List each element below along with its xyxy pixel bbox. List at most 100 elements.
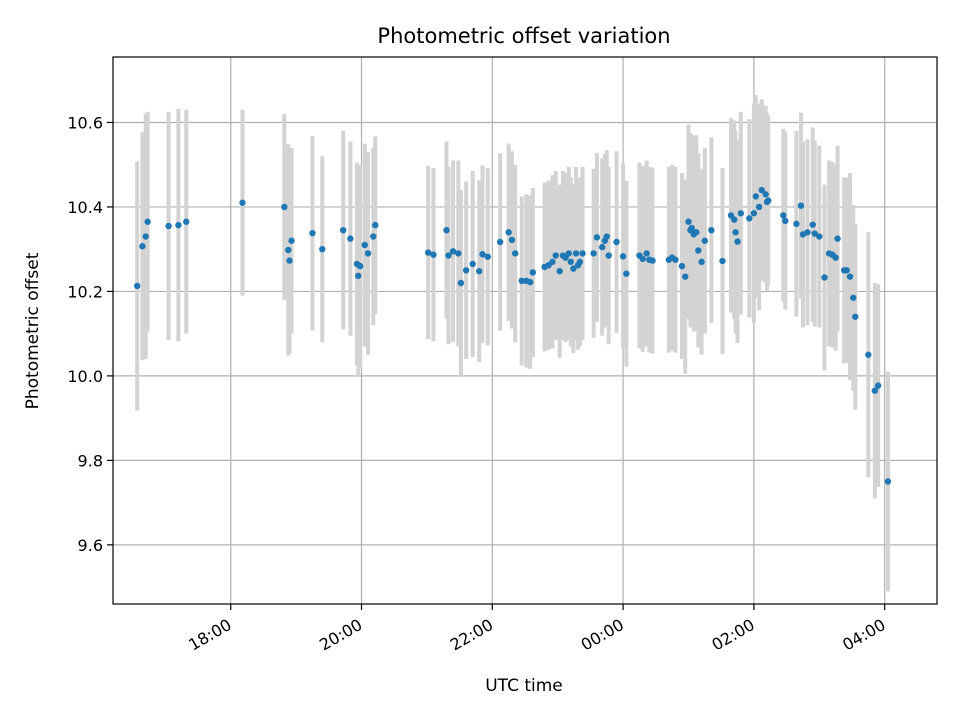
data-point bbox=[370, 233, 377, 240]
data-point bbox=[455, 250, 462, 257]
plot-frame bbox=[112, 56, 938, 605]
data-point bbox=[758, 186, 765, 194]
data-point bbox=[693, 229, 700, 236]
data-point bbox=[565, 250, 573, 257]
y-axis-label: Photometric offset bbox=[23, 252, 43, 409]
data-point bbox=[643, 250, 650, 257]
data-point bbox=[843, 267, 850, 274]
data-point bbox=[708, 226, 715, 234]
data-point bbox=[755, 203, 763, 211]
data-point bbox=[144, 218, 151, 225]
data-point bbox=[183, 218, 190, 225]
data-point bbox=[619, 253, 627, 260]
data-point bbox=[505, 229, 512, 236]
data-point bbox=[852, 313, 859, 320]
data-point bbox=[576, 258, 584, 266]
data-point bbox=[850, 294, 857, 301]
data-point bbox=[476, 267, 483, 275]
data-point bbox=[782, 217, 789, 225]
data-point bbox=[364, 250, 372, 257]
data-point bbox=[752, 193, 760, 200]
y-tick-label: 10.2 bbox=[67, 282, 103, 301]
data-point bbox=[672, 256, 679, 263]
y-tick-label: 10.6 bbox=[67, 113, 103, 132]
data-point bbox=[479, 251, 486, 258]
y-tick-label: 10.0 bbox=[67, 367, 103, 386]
data-point bbox=[603, 233, 610, 240]
data-point bbox=[865, 351, 872, 358]
data-point bbox=[449, 248, 457, 255]
data-point bbox=[804, 229, 811, 236]
data-point bbox=[133, 282, 141, 290]
y-tick-label: 10.4 bbox=[67, 198, 103, 217]
data-point bbox=[590, 250, 597, 257]
data-point bbox=[286, 257, 293, 264]
data-point bbox=[347, 235, 354, 242]
data-point bbox=[443, 226, 450, 234]
data-point bbox=[695, 247, 702, 254]
data-point bbox=[746, 215, 753, 222]
data-point bbox=[579, 250, 586, 257]
data-point bbox=[469, 260, 476, 268]
data-point bbox=[811, 230, 818, 237]
data-point bbox=[698, 258, 705, 266]
data-point bbox=[623, 270, 630, 277]
data-point bbox=[570, 265, 577, 272]
data-point bbox=[462, 267, 470, 274]
data-point bbox=[508, 236, 516, 244]
data-point bbox=[682, 273, 689, 280]
data-point bbox=[688, 224, 695, 232]
data-point bbox=[884, 478, 892, 485]
data-point bbox=[613, 238, 620, 246]
data-point bbox=[175, 221, 182, 229]
data-point bbox=[639, 255, 646, 263]
data-point bbox=[737, 210, 745, 217]
data-point bbox=[552, 252, 559, 259]
y-tick-label: 9.6 bbox=[78, 536, 103, 555]
data-point bbox=[457, 279, 465, 287]
data-point bbox=[701, 237, 709, 244]
data-point bbox=[780, 212, 787, 219]
data-point bbox=[871, 387, 879, 394]
data-point bbox=[496, 238, 504, 246]
data-point bbox=[834, 235, 841, 242]
data-point bbox=[762, 191, 769, 198]
data-point bbox=[572, 250, 580, 257]
data-point bbox=[529, 269, 537, 276]
data-point bbox=[605, 252, 612, 259]
data-point bbox=[809, 221, 816, 228]
data-point bbox=[339, 226, 347, 234]
data-point bbox=[649, 257, 656, 264]
data-point bbox=[372, 221, 379, 229]
data-point bbox=[797, 202, 805, 209]
x-axis-label: UTC time bbox=[485, 676, 563, 696]
data-point bbox=[732, 229, 739, 236]
chart-title: Photometric offset variation bbox=[377, 24, 670, 48]
data-point bbox=[281, 203, 288, 211]
data-point bbox=[430, 251, 437, 258]
data-point bbox=[511, 250, 519, 257]
data-point bbox=[816, 233, 823, 240]
data-point bbox=[319, 245, 326, 253]
data-point bbox=[821, 274, 828, 281]
data-point bbox=[685, 218, 692, 225]
data-point bbox=[793, 220, 800, 228]
data-point bbox=[361, 241, 368, 249]
data-point bbox=[527, 278, 534, 286]
data-point bbox=[678, 262, 686, 270]
data-point bbox=[734, 238, 741, 245]
data-point bbox=[288, 237, 295, 244]
y-tick-label: 9.8 bbox=[78, 451, 103, 470]
data-point bbox=[142, 233, 149, 240]
data-point bbox=[750, 210, 758, 217]
data-point bbox=[719, 257, 726, 265]
data-point bbox=[518, 277, 525, 285]
data-point bbox=[846, 273, 854, 280]
data-point bbox=[765, 197, 772, 204]
data-point bbox=[874, 382, 882, 389]
data-point bbox=[165, 222, 172, 230]
data-point bbox=[598, 243, 606, 251]
data-point bbox=[832, 254, 839, 261]
data-point bbox=[425, 249, 432, 256]
